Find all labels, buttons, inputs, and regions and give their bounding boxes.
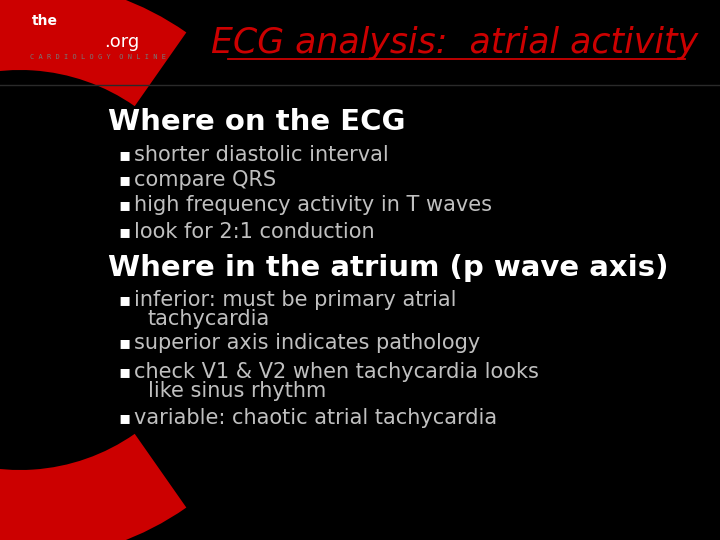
Text: variable: chaotic atrial tachycardia: variable: chaotic atrial tachycardia	[134, 408, 497, 428]
Text: shorter diastolic interval: shorter diastolic interval	[134, 145, 389, 165]
Text: check V1 & V2 when tachycardia looks: check V1 & V2 when tachycardia looks	[134, 362, 539, 382]
Text: Where on the ECG: Where on the ECG	[108, 108, 405, 136]
Text: ▪: ▪	[118, 291, 130, 309]
Text: compare QRS: compare QRS	[134, 170, 276, 190]
Text: ▪: ▪	[118, 196, 130, 214]
Text: ▪: ▪	[118, 146, 130, 164]
Text: high frequency activity in T waves: high frequency activity in T waves	[134, 195, 492, 215]
Text: superior axis indicates pathology: superior axis indicates pathology	[134, 333, 480, 353]
Text: ECG analysis:  atrial activity: ECG analysis: atrial activity	[212, 26, 698, 60]
Text: tachycardia: tachycardia	[148, 309, 270, 329]
Text: C A R D I O L O G Y  O N L I N E: C A R D I O L O G Y O N L I N E	[30, 54, 166, 60]
Text: ▪: ▪	[118, 223, 130, 241]
Text: ▪: ▪	[118, 171, 130, 189]
Text: ▪: ▪	[118, 334, 130, 352]
Text: inferior: must be primary atrial: inferior: must be primary atrial	[134, 290, 456, 310]
Text: like sinus rhythm: like sinus rhythm	[148, 381, 326, 401]
Text: ▪: ▪	[118, 363, 130, 381]
Wedge shape	[0, 0, 186, 540]
Text: look for 2:1 conduction: look for 2:1 conduction	[134, 222, 374, 242]
Text: the: the	[32, 14, 58, 28]
Text: .org: .org	[104, 33, 139, 51]
Text: heart: heart	[30, 27, 114, 55]
Text: ▪: ▪	[118, 409, 130, 427]
Text: Where in the atrium (p wave axis): Where in the atrium (p wave axis)	[108, 254, 668, 282]
